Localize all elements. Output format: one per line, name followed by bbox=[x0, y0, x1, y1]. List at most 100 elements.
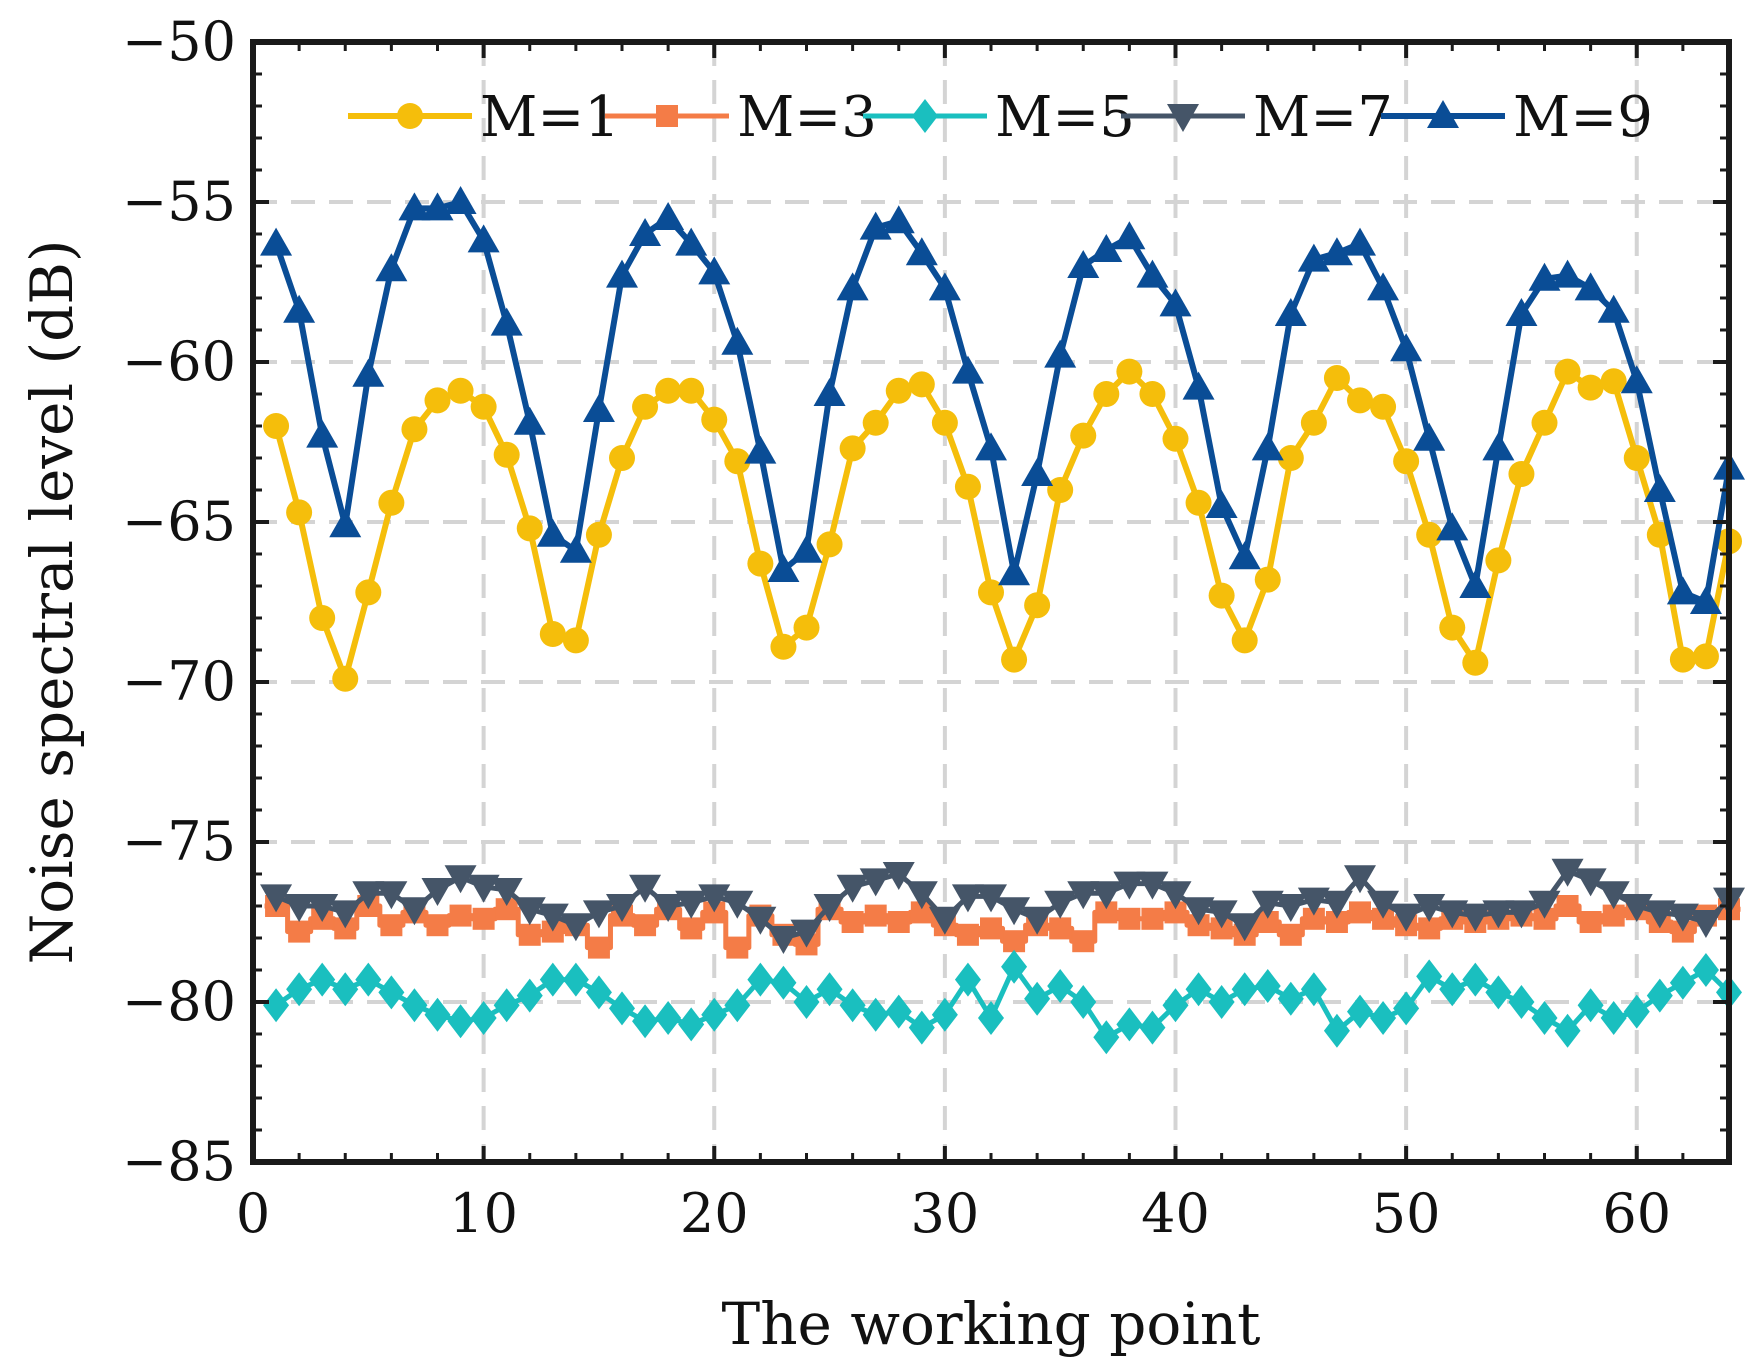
data-point bbox=[1162, 425, 1189, 452]
data-point bbox=[1436, 900, 1469, 929]
data-point bbox=[1277, 981, 1304, 1016]
data-point bbox=[1072, 930, 1095, 953]
data-point bbox=[1182, 371, 1215, 400]
data-point bbox=[1116, 358, 1143, 385]
data-point bbox=[467, 874, 500, 903]
data-point bbox=[1669, 965, 1696, 1000]
data-point bbox=[467, 224, 500, 253]
legend-marker bbox=[1427, 100, 1459, 128]
data-point bbox=[1577, 988, 1604, 1023]
data-point bbox=[1554, 358, 1581, 385]
data-point bbox=[421, 878, 454, 906]
axes: 0 10 20 30 40 50 60 −85 −80 −75 −70 −65 −60 −55 −50 bbox=[122, 10, 1732, 1245]
data-point bbox=[352, 358, 385, 387]
series-m-1 bbox=[263, 358, 1742, 692]
data-point bbox=[1323, 1013, 1350, 1048]
data-point bbox=[536, 903, 569, 932]
data-point bbox=[1344, 865, 1376, 894]
data-point bbox=[1370, 393, 1397, 420]
data-point bbox=[1577, 374, 1604, 401]
data-point bbox=[1416, 521, 1443, 548]
data-point bbox=[1003, 930, 1026, 953]
data-point bbox=[1049, 917, 1072, 940]
data-point bbox=[1579, 911, 1602, 933]
data-point bbox=[1070, 985, 1097, 1019]
data-point bbox=[1093, 381, 1120, 407]
data-point bbox=[444, 186, 477, 214]
data-point bbox=[562, 627, 589, 654]
data-point bbox=[1228, 541, 1261, 570]
series-line bbox=[273, 368, 1732, 682]
data-point bbox=[887, 911, 910, 933]
y-tick-label: −80 bbox=[122, 970, 236, 1033]
legend-marker bbox=[656, 105, 678, 127]
data-point bbox=[1620, 365, 1653, 394]
data-point bbox=[885, 994, 912, 1029]
data-point bbox=[652, 894, 685, 922]
y-tick-label: −85 bbox=[122, 1130, 236, 1193]
data-point bbox=[516, 978, 543, 1013]
data-point bbox=[1689, 586, 1722, 614]
data-point bbox=[1136, 259, 1169, 288]
data-point bbox=[816, 972, 843, 1007]
data-point bbox=[1320, 890, 1353, 919]
data-point bbox=[332, 665, 359, 692]
data-point bbox=[1208, 985, 1235, 1019]
data-point bbox=[1047, 477, 1074, 503]
data-point bbox=[1113, 221, 1146, 250]
data-point bbox=[1182, 897, 1215, 926]
data-point bbox=[790, 919, 823, 948]
data-point bbox=[767, 554, 800, 582]
data-point bbox=[378, 975, 405, 1010]
data-point bbox=[1254, 969, 1281, 1003]
data-point bbox=[721, 890, 754, 919]
data-point bbox=[585, 521, 612, 548]
x-tick-label: 20 bbox=[680, 1182, 749, 1245]
data-point bbox=[1349, 901, 1371, 924]
data-point bbox=[680, 917, 703, 940]
data-point bbox=[286, 499, 313, 526]
data-point bbox=[1418, 917, 1441, 940]
data-point bbox=[1164, 901, 1187, 924]
data-point bbox=[1666, 576, 1699, 605]
data-point bbox=[1228, 913, 1261, 942]
x-tick-label: 30 bbox=[911, 1182, 980, 1245]
data-point bbox=[1600, 368, 1627, 395]
data-point bbox=[931, 997, 958, 1032]
data-point bbox=[582, 900, 615, 929]
data-point bbox=[1367, 890, 1400, 919]
data-point bbox=[980, 917, 1002, 940]
data-point bbox=[329, 900, 362, 929]
data-point bbox=[793, 985, 820, 1019]
data-point bbox=[862, 409, 889, 436]
data-point bbox=[770, 965, 797, 1000]
data-point bbox=[724, 988, 751, 1023]
data-point bbox=[1274, 298, 1307, 326]
x-tick-label: 10 bbox=[449, 1182, 518, 1245]
legend-marker bbox=[1167, 104, 1199, 132]
data-point bbox=[585, 975, 612, 1010]
data-point bbox=[951, 884, 984, 913]
data-point bbox=[675, 227, 708, 256]
data-point bbox=[470, 393, 497, 420]
legend-label: M=3 bbox=[737, 85, 877, 150]
data-point bbox=[426, 914, 449, 937]
data-point bbox=[813, 378, 846, 406]
data-point bbox=[975, 432, 1007, 461]
data-point bbox=[1116, 1007, 1143, 1042]
data-point bbox=[836, 272, 869, 301]
data-point bbox=[1347, 387, 1373, 414]
y-axis-label: Noise spectral level (dB) bbox=[18, 240, 86, 965]
data-point bbox=[905, 881, 938, 910]
data-point bbox=[839, 988, 866, 1023]
data-point bbox=[1208, 582, 1235, 609]
x-tick-label: 40 bbox=[1141, 1182, 1210, 1245]
data-point bbox=[859, 868, 892, 897]
legend-label: M=9 bbox=[1513, 85, 1653, 150]
data-point bbox=[1692, 643, 1719, 670]
data-point bbox=[908, 1010, 935, 1045]
data-point bbox=[767, 926, 800, 954]
data-point bbox=[470, 1001, 497, 1035]
data-point bbox=[1090, 881, 1123, 910]
data-point bbox=[1462, 649, 1489, 676]
